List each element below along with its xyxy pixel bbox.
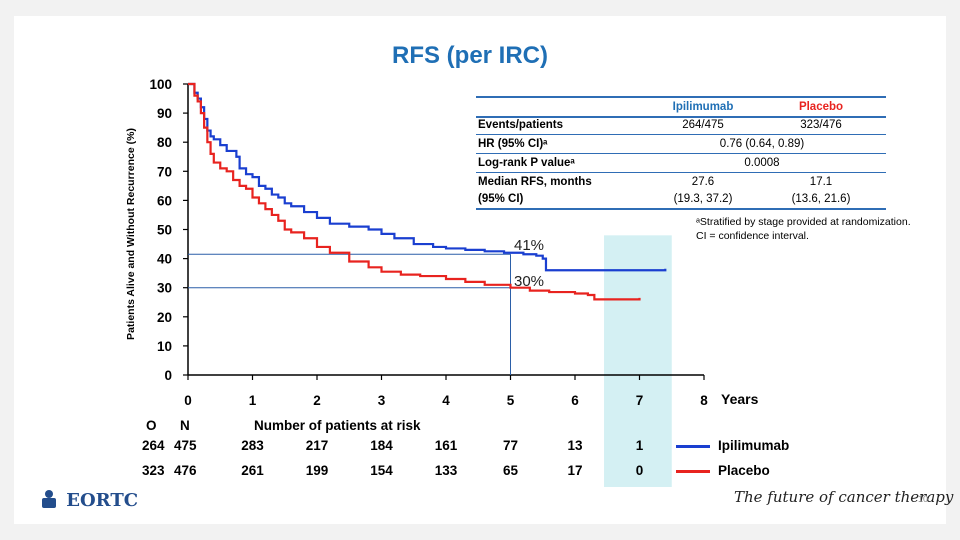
y-tick-label: 40: [157, 252, 172, 267]
x-tick-label: 3: [378, 393, 386, 408]
x-tick-label: 6: [571, 393, 579, 408]
footnote-ci: CI = confidence interval.: [696, 230, 809, 242]
legend-ipilimumab: Ipilimumab: [676, 438, 789, 453]
risk-count: 283: [241, 438, 264, 453]
x-axis: 0 1 2 3 4 5 6 7 8: [184, 374, 708, 408]
hr-row-median: Median RFS, months 27.6 17.1: [478, 176, 833, 188]
risk-header-o: O: [146, 418, 157, 433]
y-tick-label: 30: [157, 281, 172, 296]
risk-count: 161: [434, 438, 458, 453]
risk-count: 199: [305, 463, 329, 478]
hr-row-pvalue: Log-rank P valueᵃ 0.0008: [476, 154, 886, 173]
risk-count: 261: [241, 463, 264, 478]
x-tick-label: 1: [249, 393, 257, 408]
tagline: The future of cancer therapy: [734, 488, 954, 506]
hr-row-ci: (95% CI) (19.3, 37.2) (13.6, 21.6): [476, 190, 886, 210]
y-axis: 0 10 20 30 40 50 60 70 80 90 100: [149, 77, 189, 383]
x-tick-label: 0: [184, 393, 192, 408]
risk-count: 154: [370, 463, 393, 478]
x-tick-label: 2: [313, 393, 321, 408]
x-tick-label: 5: [507, 393, 515, 408]
series-line-ipilimumab: [188, 82, 667, 272]
legend-line-ipi: [676, 444, 710, 448]
risk-title: Number of patients at risk: [254, 418, 421, 433]
x-axis-label: Years: [721, 391, 759, 407]
y-tick-label: 80: [157, 135, 172, 150]
hr-table-header: Ipilimumab Placebo: [476, 96, 886, 118]
risk-placebo-n: 476: [174, 463, 197, 478]
annotation-30: 30%: [514, 273, 544, 290]
risk-count: 133: [434, 463, 458, 478]
eortc-logo: EORTC: [38, 488, 138, 511]
x-tick-label: 8: [700, 393, 708, 408]
x-tick-label: 4: [442, 393, 450, 408]
risk-count: 17: [567, 463, 583, 478]
page-number: 10: [918, 494, 929, 504]
y-tick-label: 60: [157, 193, 172, 208]
risk-count: 13: [567, 438, 583, 453]
risk-count: 77: [502, 438, 519, 453]
risk-count: 65: [502, 463, 519, 478]
reference-lines: [188, 253, 511, 375]
risk-ipi-o: 264: [142, 438, 165, 453]
slide-background: [14, 16, 946, 524]
legend-placebo: Placebo: [676, 463, 770, 478]
survival-curves: [188, 82, 667, 301]
annotation-41: 41%: [514, 237, 544, 254]
slide-title: RFS (per IRC): [392, 42, 548, 69]
risk-count: 1: [635, 438, 644, 453]
y-tick-label: 10: [157, 339, 172, 354]
series-line-placebo: [188, 82, 641, 301]
hr-row-hr: HR (95% CI)ᵃ 0.76 (0.64, 0.89): [476, 135, 886, 154]
x-tick-label: 7: [636, 393, 644, 408]
footnote-stratified: ᵃStratified by stage provided at randomi…: [696, 216, 911, 228]
y-tick-label: 90: [157, 106, 172, 121]
risk-count: 217: [305, 438, 329, 453]
shaded-region: [604, 235, 672, 487]
risk-placebo-o: 323: [142, 463, 165, 478]
y-tick-label: 20: [157, 310, 172, 325]
risk-ipi-n: 475: [174, 438, 197, 453]
risk-header-n: N: [180, 418, 190, 433]
hr-header-ipi: Ipilimumab: [672, 101, 734, 113]
y-tick-label: 50: [157, 223, 172, 238]
risk-count: 184: [370, 438, 393, 453]
y-tick-label: 100: [149, 77, 172, 92]
hr-header-placebo: Placebo: [798, 101, 844, 113]
legend-line-placebo: [676, 469, 710, 473]
hr-row-events: Events/patients 264/475 323/476: [476, 116, 886, 135]
y-tick-label: 70: [157, 164, 172, 179]
risk-count: 0: [635, 463, 644, 478]
eortc-logo-icon: [42, 490, 56, 508]
y-axis-label: Patients Alive and Without Recurrence (%…: [125, 128, 137, 340]
y-tick-label: 0: [164, 368, 172, 383]
